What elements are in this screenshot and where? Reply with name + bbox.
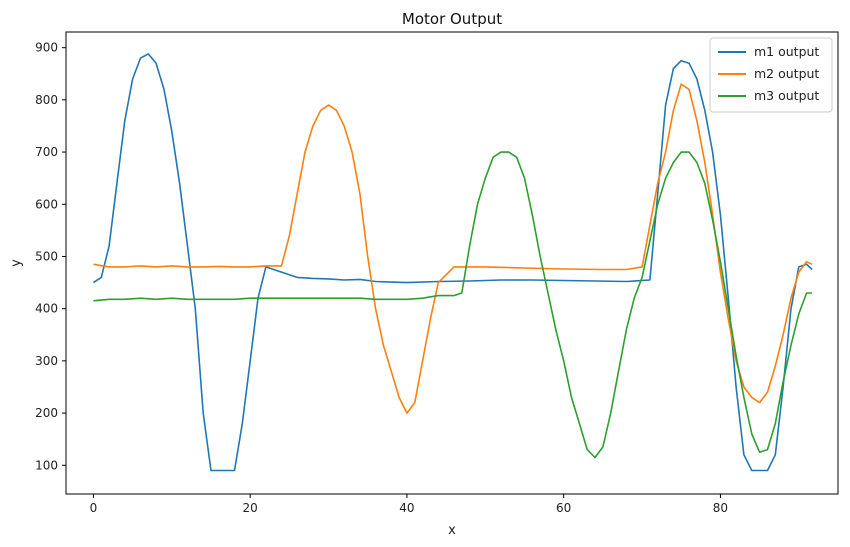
y-tick-label: 800 bbox=[35, 93, 58, 107]
y-axis-label: y bbox=[9, 259, 24, 267]
x-tick-label: 0 bbox=[90, 501, 98, 515]
x-tick-label: 40 bbox=[399, 501, 414, 515]
series-line-2 bbox=[93, 83, 813, 414]
plot-frame bbox=[65, 31, 839, 495]
y-tick-label: 100 bbox=[35, 458, 58, 472]
series-line-1 bbox=[92, 53, 813, 472]
series-line-3 bbox=[93, 151, 813, 459]
y-tick-label: 300 bbox=[35, 354, 58, 368]
x-tick-label: 60 bbox=[556, 501, 571, 515]
legend-label-2: m2 output bbox=[754, 66, 819, 81]
legend: m1 output m2 output m3 output bbox=[709, 37, 833, 113]
x-tick-label: 80 bbox=[713, 501, 728, 515]
legend-label-3: m3 output bbox=[754, 88, 819, 103]
x-tick-label: 20 bbox=[243, 501, 258, 515]
legend-box bbox=[709, 37, 833, 113]
y-tick-label: 500 bbox=[35, 249, 58, 263]
y-tick-label: 700 bbox=[35, 145, 58, 159]
x-axis-label: x bbox=[448, 523, 456, 538]
y-tick-label: 400 bbox=[35, 302, 58, 316]
plot-area bbox=[92, 53, 813, 472]
axis-ticks: 0 20 40 60 80 100 200 300 400 500 600 700 800 900 bbox=[35, 41, 728, 515]
chart-title: Motor Output bbox=[402, 10, 502, 28]
y-tick-label: 900 bbox=[35, 41, 58, 55]
y-tick-label: 200 bbox=[35, 406, 58, 420]
y-tick-label: 600 bbox=[35, 197, 58, 211]
legend-label-1: m1 output bbox=[754, 44, 819, 59]
